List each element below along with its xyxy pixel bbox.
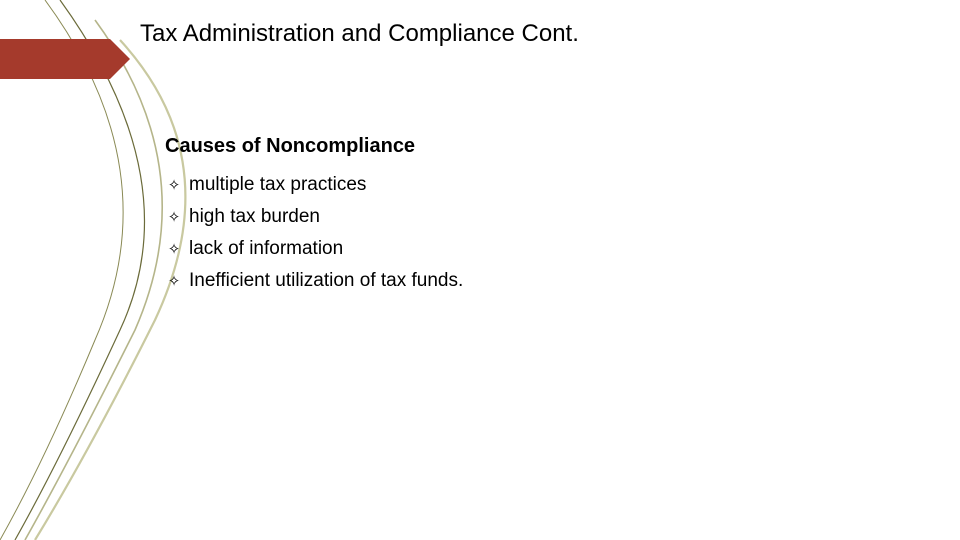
curve-1 [15, 0, 145, 540]
diamond-bullet-icon: ✧ [165, 178, 183, 193]
curve-2 [0, 0, 123, 540]
list-item: ✧ multiple tax practices [165, 174, 865, 196]
diamond-bullet-icon: ✧ [165, 274, 183, 289]
bullet-text: lack of information [183, 238, 343, 260]
curve-3 [35, 40, 185, 540]
accent-arrowhead [110, 39, 130, 79]
bullet-text: Inefficient utilization of tax funds. [183, 270, 463, 292]
bullet-text: multiple tax practices [183, 174, 366, 196]
slide-title: Tax Administration and Compliance Cont. [140, 20, 579, 48]
diamond-bullet-icon: ✧ [165, 242, 183, 257]
slide-content: Causes of Noncompliance ✧ multiple tax p… [165, 135, 865, 302]
bullet-text: high tax burden [183, 206, 320, 228]
diamond-bullet-icon: ✧ [165, 210, 183, 225]
list-item: ✧ Inefficient utilization of tax funds. [165, 270, 865, 292]
accent-bar [0, 39, 110, 79]
presentation-slide: Tax Administration and Compliance Cont. … [0, 0, 960, 540]
list-item: ✧ high tax burden [165, 206, 865, 228]
content-subhead: Causes of Noncompliance [165, 135, 865, 158]
curve-4 [25, 20, 162, 540]
list-item: ✧ lack of information [165, 238, 865, 260]
